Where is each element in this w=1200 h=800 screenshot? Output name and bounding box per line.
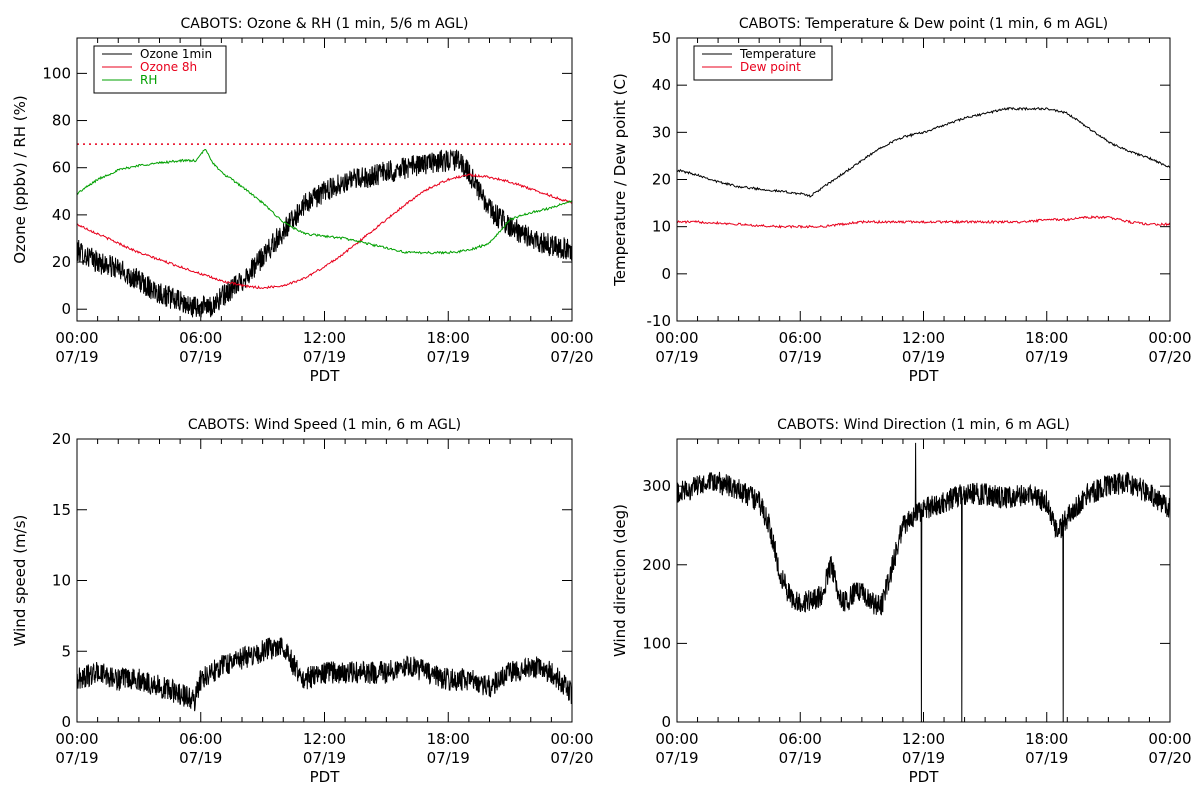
y-tick-label: 20 — [52, 253, 71, 271]
x-tick-date: 07/19 — [303, 348, 346, 366]
x-tick-time: 18:00 — [427, 730, 470, 748]
y-tick-label: 80 — [52, 112, 71, 130]
chart-title: CABOTS: Wind Direction (1 min, 6 m AGL) — [777, 417, 1070, 433]
y-tick-label: 200 — [642, 556, 671, 574]
x-axis-label: PDT — [909, 768, 940, 786]
x-tick-date: 07/19 — [655, 348, 698, 366]
x-tick-date: 07/19 — [779, 749, 822, 767]
y-tick-label: 40 — [52, 206, 71, 224]
series-line-1 — [77, 148, 572, 318]
series-line-1 — [677, 106, 1170, 198]
y-tick-label: 50 — [652, 29, 671, 47]
plot-data — [677, 106, 1170, 230]
y-tick-label: 5 — [61, 642, 71, 660]
y-tick-label: 15 — [52, 501, 71, 519]
x-tick-date: 07/19 — [179, 749, 222, 767]
x-tick-date: 07/19 — [1025, 348, 1068, 366]
x-tick-date: 07/19 — [55, 749, 98, 767]
series-line-1 — [677, 442, 1170, 722]
x-tick-time: 00:00 — [550, 730, 593, 748]
x-tick-time: 00:00 — [55, 329, 98, 347]
chart-panel-3: CABOTS: Wind Speed (1 min, 6 m AGL) 0 5 10 1… — [11, 417, 594, 786]
legend-label: Ozone 8h — [140, 60, 197, 74]
chart-panel-1: CABOTS: Ozone & RH (1 min, 5/6 m AGL) 0 20… — [11, 16, 594, 385]
x-tick-time: 18:00 — [427, 329, 470, 347]
legend-label: Ozone 1min — [140, 47, 212, 61]
y-tick-label: 40 — [652, 76, 671, 94]
y-tick-label: 20 — [52, 430, 71, 448]
x-tick-date: 07/19 — [902, 348, 945, 366]
chart-title: CABOTS: Temperature & Dew point (1 min, … — [739, 16, 1108, 32]
y-tick-label: 0 — [61, 300, 71, 318]
x-tick-time: 00:00 — [1148, 730, 1191, 748]
y-axis-label: Wind direction (deg) — [611, 504, 629, 657]
x-tick-time: 06:00 — [779, 329, 822, 347]
x-tick-time: 00:00 — [655, 730, 698, 748]
y-tick-label: 100 — [642, 634, 671, 652]
x-tick-date: 07/19 — [655, 749, 698, 767]
x-tick-time: 12:00 — [902, 329, 945, 347]
x-tick-time: 06:00 — [779, 730, 822, 748]
x-tick-date: 07/19 — [303, 749, 346, 767]
x-tick-time: 00:00 — [655, 329, 698, 347]
x-tick-time: 00:00 — [550, 329, 593, 347]
y-tick-label: 100 — [42, 64, 71, 82]
legend-label: Temperature — [739, 47, 816, 61]
y-tick-label: 300 — [642, 477, 671, 495]
legend-label: RH — [140, 73, 157, 87]
legend-box — [693, 45, 833, 81]
chart-panel-2: CABOTS: Temperature & Dew point (1 min, … — [611, 16, 1192, 385]
x-tick-time: 06:00 — [179, 329, 222, 347]
x-axis-label: PDT — [909, 367, 940, 385]
series-line-3 — [77, 148, 572, 255]
x-tick-date: 07/20 — [1148, 348, 1191, 366]
y-tick-label: 0 — [661, 713, 671, 731]
y-tick-label: 30 — [652, 123, 671, 141]
x-tick-time: 12:00 — [902, 730, 945, 748]
series-line-2 — [77, 173, 572, 290]
y-tick-label: 0 — [661, 265, 671, 283]
plot-frame — [676, 438, 1171, 723]
x-tick-date: 07/19 — [902, 749, 945, 767]
x-tick-date: 07/19 — [427, 749, 470, 767]
y-tick-label: 60 — [52, 159, 71, 177]
plot-data — [77, 143, 572, 318]
x-axis-label: PDT — [310, 367, 341, 385]
y-tick-label: 10 — [52, 572, 71, 590]
x-tick-date: 07/19 — [1025, 749, 1068, 767]
x-tick-date: 07/20 — [550, 749, 593, 767]
y-tick-label: 20 — [652, 171, 671, 189]
x-tick-time: 00:00 — [55, 730, 98, 748]
chart-panel-4: CABOTS: Wind Direction (1 min, 6 m AGL) 0… — [611, 417, 1192, 786]
y-tick-label: -10 — [647, 312, 672, 330]
x-tick-date: 07/19 — [779, 348, 822, 366]
x-tick-date: 07/20 — [1148, 749, 1191, 767]
y-axis-label: Wind speed (m/s) — [11, 515, 29, 647]
chart-title: CABOTS: Wind Speed (1 min, 6 m AGL) — [188, 417, 461, 433]
x-axis-label: PDT — [310, 768, 341, 786]
legend-label: Dew point — [740, 60, 801, 74]
x-tick-time: 12:00 — [303, 730, 346, 748]
x-tick-time: 06:00 — [179, 730, 222, 748]
x-tick-time: 00:00 — [1148, 329, 1191, 347]
x-tick-time: 18:00 — [1025, 730, 1068, 748]
x-tick-date: 07/20 — [550, 348, 593, 366]
series-line-2 — [677, 215, 1170, 230]
x-tick-time: 12:00 — [303, 329, 346, 347]
chart-title: CABOTS: Ozone & RH (1 min, 5/6 m AGL) — [181, 16, 469, 32]
y-axis-label: Ozone (ppbv) / RH (%) — [11, 95, 29, 264]
series-line-1 — [77, 637, 572, 712]
x-tick-time: 18:00 — [1025, 329, 1068, 347]
plot-data — [677, 442, 1170, 722]
y-tick-label: 10 — [652, 218, 671, 236]
y-tick-label: 0 — [61, 713, 71, 731]
x-tick-date: 07/19 — [179, 348, 222, 366]
plot-data — [77, 637, 572, 712]
x-tick-date: 07/19 — [427, 348, 470, 366]
y-axis-label: Temperature / Dew point (C) — [611, 73, 629, 287]
x-tick-date: 07/19 — [55, 348, 98, 366]
